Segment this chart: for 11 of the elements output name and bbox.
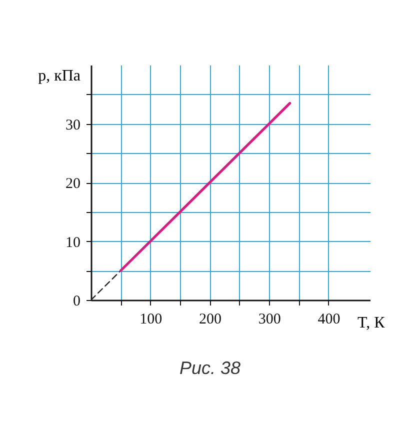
y-tick-label: 20 [66, 176, 80, 192]
x-tick-label: 200 [198, 312, 222, 328]
y-tick-label: 10 [66, 234, 80, 251]
x-axis-title: T, К [358, 314, 386, 332]
x-tick-label: 100 [140, 312, 162, 328]
x-tick-label: 300 [258, 312, 281, 328]
y-axis-title: p, кПа [38, 68, 80, 84]
x-tick-label: 400 [318, 312, 340, 328]
y-tick-label: 0 [73, 294, 80, 310]
text: Рис. 38 [179, 358, 241, 378]
y-tick-label: 30 [66, 117, 80, 134]
